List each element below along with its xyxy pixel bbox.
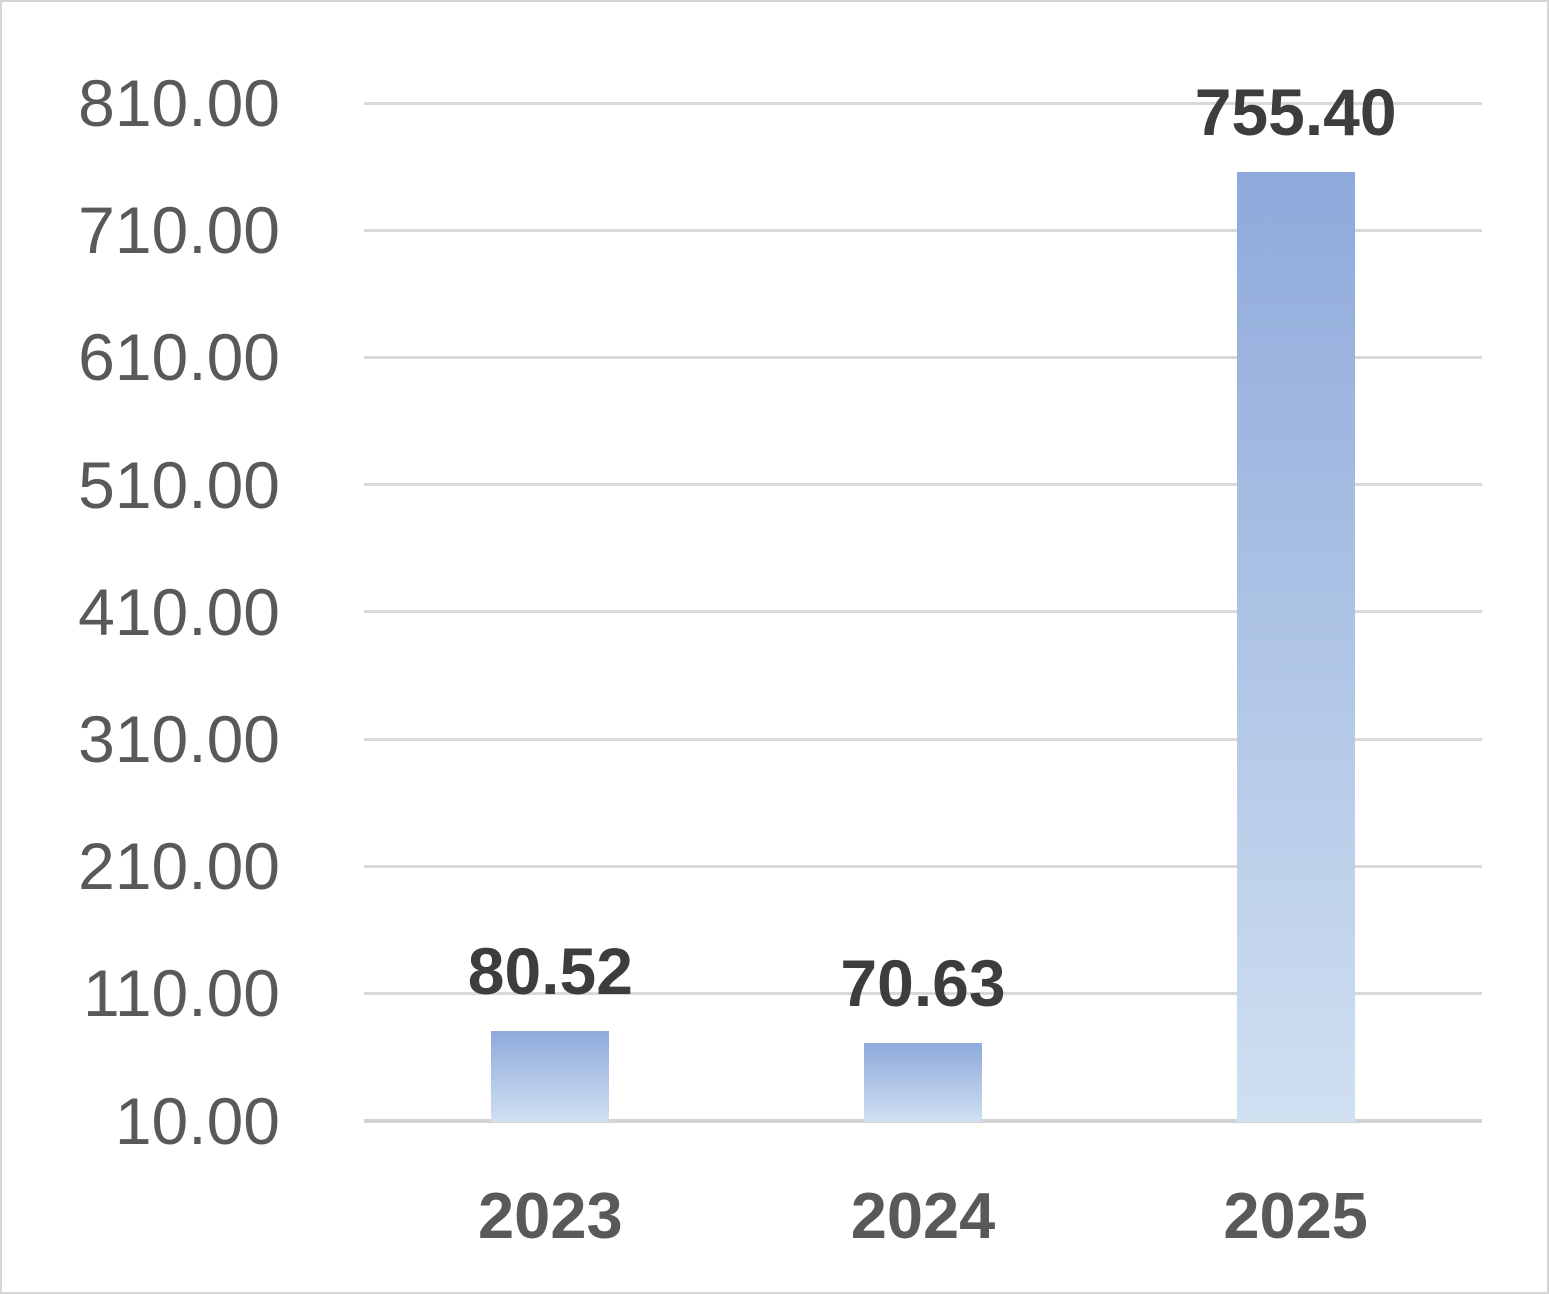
data-label-2025: 755.40	[1194, 75, 1397, 150]
gridline	[364, 864, 1482, 868]
y-axis-tick-label: 110.00	[83, 956, 280, 1031]
gridline	[364, 483, 1482, 487]
gridline	[364, 355, 1482, 359]
y-axis-tick-label: 610.00	[78, 320, 280, 395]
data-label-2023: 80.52	[467, 933, 633, 1008]
bar-2024	[864, 1043, 982, 1123]
x-axis-category-label-2024: 2024	[850, 1179, 996, 1252]
bar-2025	[1236, 172, 1355, 1123]
y-axis-tick-label: 410.00	[78, 574, 280, 649]
data-label-2024: 70.63	[840, 946, 1006, 1021]
bar-2023	[491, 1030, 610, 1123]
y-axis-tick-label: 810.00	[78, 66, 280, 140]
y-axis-tick-label: 510.00	[78, 447, 280, 522]
gridline	[364, 991, 1482, 995]
y-axis-tick-label: 210.00	[78, 829, 280, 904]
gridline	[364, 610, 1482, 614]
x-axis-category-label-2023: 2023	[478, 1179, 623, 1252]
y-axis-tick-label: 710.00	[78, 193, 280, 268]
x-axis-category-label-2025: 2025	[1223, 1179, 1368, 1252]
gridline	[364, 737, 1482, 741]
y-axis-tick-label: 310.00	[78, 702, 280, 776]
gridline	[364, 228, 1482, 232]
gridline	[364, 101, 1482, 105]
y-axis-tick-label: 10.00	[114, 1083, 280, 1158]
